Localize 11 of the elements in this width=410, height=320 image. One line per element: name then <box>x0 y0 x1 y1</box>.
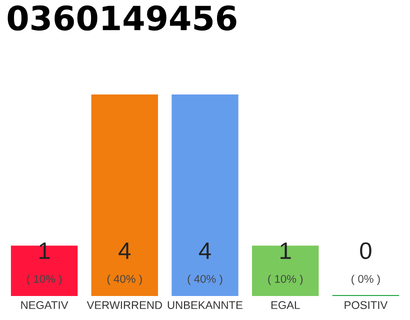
data-label: 4 ( 40% ) <box>107 242 142 286</box>
chart-title: 0360149456 <box>8 5 236 31</box>
x-tick-label: NEGATIV <box>21 301 68 310</box>
x-tick-label: VERWIRREND <box>86 301 162 309</box>
x-tick-label: EGAL <box>271 301 300 310</box>
data-label: 1 ( 10% ) <box>27 242 62 286</box>
data-label: 0 ( 0% ) <box>352 242 380 286</box>
x-tick-label: POSITIV <box>344 301 388 310</box>
x-tick-label: UNBEKANNTE <box>168 301 242 310</box>
data-label: 1 ( 10% ) <box>268 242 303 286</box>
data-label: 4 ( 40% ) <box>188 242 222 286</box>
